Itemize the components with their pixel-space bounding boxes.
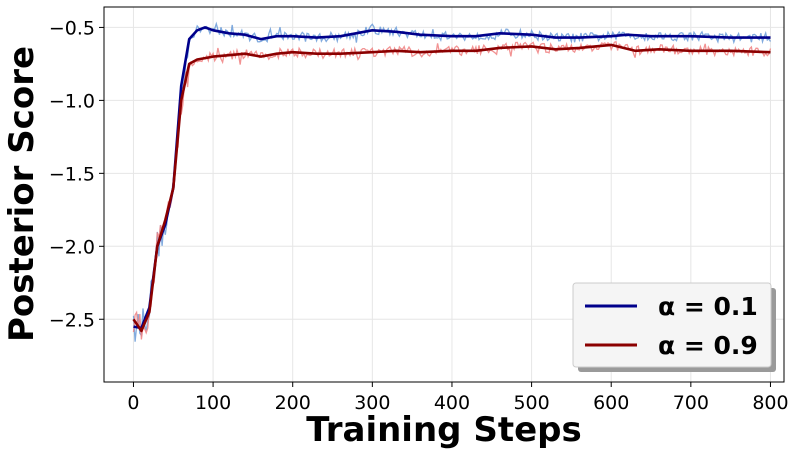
x-tick-label: 100 xyxy=(195,392,231,414)
x-tick-label: 0 xyxy=(127,392,139,414)
x-tick-label: 200 xyxy=(275,392,311,414)
x-tick-label: 600 xyxy=(593,392,629,414)
legend-label-alpha-0-1: α = 0.1 xyxy=(658,292,758,321)
y-tick-label: −1.0 xyxy=(49,90,95,112)
x-axis-ticks: 0 100 200 300 400 500 600 700 800 xyxy=(127,382,789,414)
x-tick-label: 300 xyxy=(354,392,390,414)
y-tick-label: −2.5 xyxy=(49,309,95,331)
x-tick-label: 500 xyxy=(513,392,549,414)
x-tick-label: 700 xyxy=(673,392,709,414)
x-tick-label: 800 xyxy=(752,392,788,414)
y-tick-label: −1.5 xyxy=(49,163,95,185)
y-axis-title: Posterior Score xyxy=(2,46,42,342)
x-tick-label: 400 xyxy=(434,392,470,414)
legend: α = 0.1 α = 0.9 xyxy=(572,282,776,372)
y-tick-label: −2.0 xyxy=(49,236,95,258)
x-axis-title: Training Steps xyxy=(306,410,581,450)
plot-frame xyxy=(103,6,785,383)
smoothed-series-layer xyxy=(132,26,771,333)
smoothed-series-line-1 xyxy=(132,43,771,333)
y-tick-label: −0.5 xyxy=(49,17,95,39)
y-axis-ticks: −2.5 −2.0 −1.5 −1.0 −0.5 xyxy=(49,17,104,331)
legend-label-alpha-0-9: α = 0.9 xyxy=(658,331,758,360)
